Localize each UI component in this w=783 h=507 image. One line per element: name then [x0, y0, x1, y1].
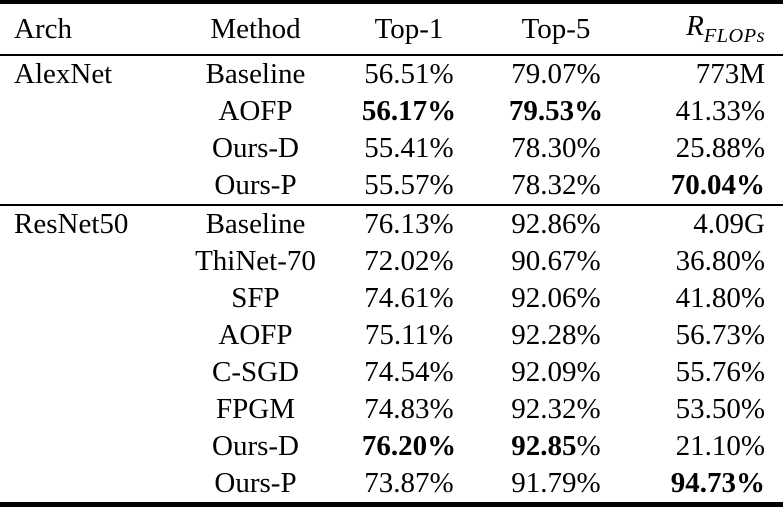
table-row: Ours-P 73.87% 91.79% 94.73% [0, 465, 783, 505]
top1-cell: 76.20% [361, 430, 457, 462]
arch-section: AlexNet Baseline 56.51% 79.07% 773M AOFP 56.17… [0, 55, 783, 205]
method-cell: AOFP [218, 95, 293, 127]
table-header: Arch Method Top-1 Top-5 RFLOPs [0, 2, 783, 55]
top5-cell: 91.79% [511, 467, 601, 499]
rflops-cell: 41.80% [675, 282, 765, 314]
method-cell: SFP [231, 282, 280, 314]
rflops-cell: 773M [695, 58, 765, 90]
header-top5: Top-5 [521, 12, 591, 45]
table-row: ThiNet-70 72.02% 90.67% 36.80% [0, 243, 783, 280]
table-row: C-SGD 74.54% 92.09% 55.76% [0, 354, 783, 391]
method-cell: AOFP [218, 319, 293, 351]
top1-cell: 75.11% [364, 319, 454, 351]
table-row: Ours-D 55.41% 78.30% 25.88% [0, 130, 783, 167]
top5-cell: 78.30% [511, 132, 601, 164]
top1-cell: 76.13% [364, 208, 454, 240]
top5-cell: 92.85% [511, 430, 601, 462]
top5-cell: 79.07% [511, 58, 601, 90]
table-row: AOFP 75.11% 92.28% 56.73% [0, 317, 783, 354]
top1-cell: 72.02% [364, 245, 454, 277]
table-row: Ours-P 55.57% 78.32% 70.04% [0, 167, 783, 205]
rflops-cell: 55.76% [675, 356, 765, 388]
rflops-cell: 53.50% [675, 393, 765, 425]
header-top1: Top-1 [374, 12, 444, 45]
top1-cell: 74.61% [364, 282, 454, 314]
rflops-cell: 4.09G [693, 208, 765, 240]
method-cell: Baseline [205, 208, 306, 240]
top1-cell: 74.54% [364, 356, 454, 388]
rflops-cell: 36.80% [675, 245, 765, 277]
top5-cell: 92.09% [511, 356, 601, 388]
method-cell: Ours-P [214, 169, 297, 201]
method-cell: FPGM [216, 393, 295, 425]
rflops-subscript: FLOPs [703, 24, 765, 47]
top5-cell: 92.32% [511, 393, 601, 425]
method-cell: C-SGD [211, 356, 299, 388]
method-cell: ThiNet-70 [195, 245, 316, 277]
method-cell: Ours-D [212, 132, 299, 164]
method-cell: Baseline [205, 58, 306, 90]
method-cell: Ours-P [214, 467, 297, 499]
top1-cell: 56.51% [364, 58, 454, 90]
rflops-cell: 41.33% [675, 95, 765, 127]
rflops-cell: 25.88% [675, 132, 765, 164]
table-row: FPGM 74.83% 92.32% 53.50% [0, 391, 783, 428]
top1-cell: 56.17% [361, 95, 457, 127]
table-row: AOFP 56.17% 79.53% 41.33% [0, 93, 783, 130]
top1-cell: 73.87% [364, 467, 454, 499]
table-row: AlexNet Baseline 56.51% 79.07% 773M [0, 55, 783, 93]
rflops-cell: 21.10% [675, 430, 765, 462]
rflops-symbol: R [686, 10, 704, 43]
rflops-cell: 56.73% [675, 319, 765, 351]
top5-cell: 90.67% [511, 245, 601, 277]
arch-section: ResNet50 Baseline 76.13% 92.86% 4.09G ThiNet-… [0, 205, 783, 505]
table-row: SFP 74.61% 92.06% 41.80% [0, 280, 783, 317]
top5-cell: 79.53% [508, 95, 604, 127]
arch-cell: AlexNet [14, 58, 113, 90]
top1-cell: 55.41% [364, 132, 454, 164]
header-arch: Arch [14, 12, 72, 45]
header-rflops: RFLOPs [627, 2, 783, 55]
top5-cell: 92.28% [511, 319, 601, 351]
table-row: ResNet50 Baseline 76.13% 92.86% 4.09G [0, 205, 783, 243]
rflops-cell: 94.73% [670, 467, 765, 499]
top1-cell: 74.83% [364, 393, 454, 425]
arch-cell: ResNet50 [14, 208, 129, 240]
rflops-cell: 70.04% [670, 169, 765, 201]
top5-cell: 92.06% [511, 282, 601, 314]
top5-cell: 78.32% [511, 169, 601, 201]
header-row: Arch Method Top-1 Top-5 RFLOPs [0, 2, 783, 55]
top1-cell: 55.57% [364, 169, 454, 201]
top5-cell: 92.86% [511, 208, 601, 240]
table-row: Ours-D 76.20% 92.85% 21.10% [0, 428, 783, 465]
header-method: Method [210, 12, 301, 45]
method-cell: Ours-D [212, 430, 299, 462]
